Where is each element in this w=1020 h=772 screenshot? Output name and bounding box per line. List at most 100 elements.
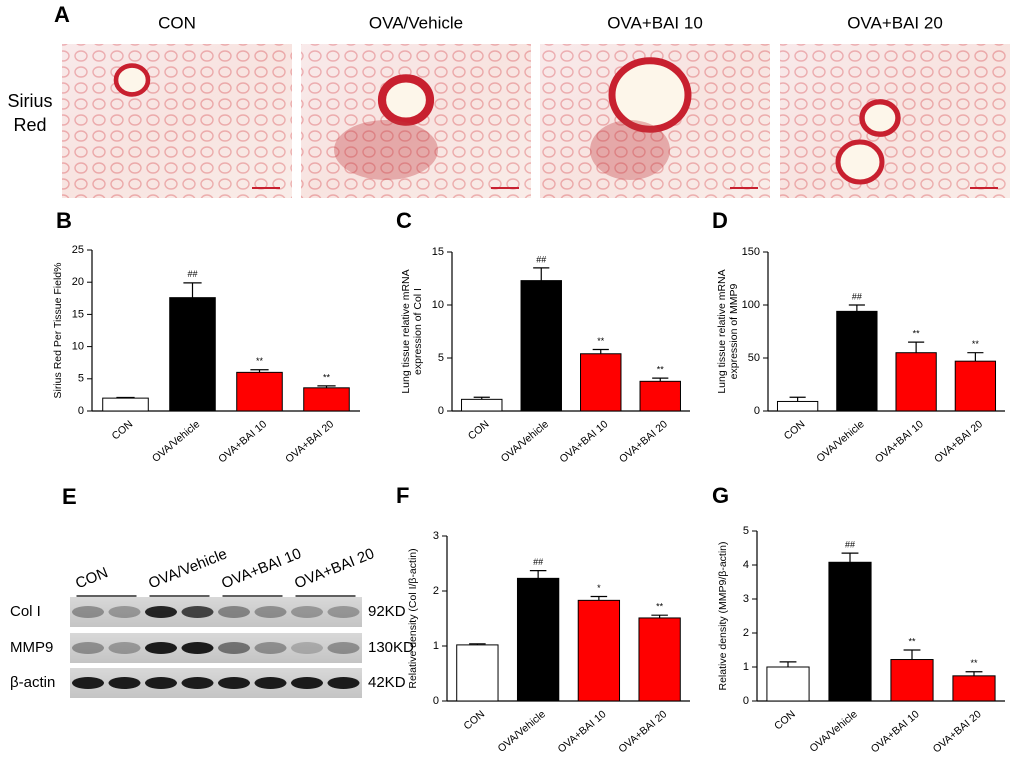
x-tick-label: CON [110, 418, 136, 442]
bar [520, 280, 562, 412]
bar [952, 675, 996, 702]
significance: ** [256, 356, 264, 366]
y-tick-label: 10 [72, 341, 84, 353]
bar [169, 297, 216, 412]
blot-strip [70, 597, 362, 627]
x-tick-label: OVA+BAI 10 [873, 418, 926, 465]
blot-strip [70, 633, 362, 663]
bar [766, 666, 810, 702]
y-tick-label: 0 [754, 405, 760, 417]
image-title: CON [158, 13, 196, 32]
band [254, 642, 287, 654]
airway [859, 99, 901, 137]
panel-label: E [62, 484, 77, 509]
y-axis-label: expression of Col I [412, 288, 424, 375]
x-tick-label: CON [466, 418, 492, 442]
image-title: OVA+BAI 10 [607, 13, 703, 32]
x-tick-label: OVA/Vehicle [496, 708, 548, 755]
band [291, 677, 323, 689]
significance: ## [845, 539, 855, 549]
y-tick-label: 0 [433, 695, 439, 707]
group-label: CON [73, 564, 110, 592]
significance: * [597, 583, 601, 593]
bar [639, 380, 681, 412]
y-axis-label: Relative density (Col I/β-actin) [407, 548, 419, 688]
bar [580, 353, 622, 412]
x-tick-label: CON [772, 708, 798, 732]
bar [577, 599, 621, 702]
panel-a: A Sirius Red [7, 2, 70, 135]
y-tick-label: 0 [743, 695, 749, 707]
band [72, 642, 104, 654]
airway [113, 63, 151, 97]
airway [835, 139, 885, 185]
group-label: OVA+BAI 10 [219, 545, 304, 592]
panel-label: B [56, 208, 72, 233]
band [327, 677, 360, 689]
bar [890, 659, 934, 702]
inflammation [334, 120, 438, 180]
y-tick-label: 100 [742, 299, 760, 311]
y-tick-label: 1 [743, 661, 749, 673]
x-tick-label: OVA+BAI 10 [556, 708, 609, 755]
bar [456, 644, 499, 702]
bar [836, 310, 878, 412]
panel-label: A [54, 2, 70, 27]
band-size: 130KD [368, 639, 414, 656]
x-tick-label: OVA+BAI 10 [869, 708, 922, 755]
y-tick-label: 4 [743, 559, 749, 571]
significance: ** [908, 636, 916, 646]
group-label: OVA+BAI 20 [292, 545, 377, 592]
band [218, 642, 250, 654]
x-tick-label: OVA+BAI 20 [283, 418, 336, 465]
y-tick-label: 5 [743, 525, 749, 537]
y-tick-label: 0 [438, 405, 444, 417]
bar [102, 397, 149, 412]
band [145, 606, 177, 618]
x-tick-label: OVA+BAI 10 [216, 418, 269, 465]
x-tick-label: OVA+BAI 20 [931, 708, 984, 755]
significance: ** [972, 339, 980, 349]
stain-label: Red [13, 115, 46, 135]
y-tick-label: 50 [748, 352, 760, 364]
band-name: β-actin [10, 674, 55, 691]
y-tick-label: 2 [743, 627, 749, 639]
y-tick-label: 25 [72, 244, 84, 256]
significance: ** [656, 602, 664, 612]
band [108, 606, 141, 618]
bar [776, 400, 819, 412]
bar [638, 617, 681, 702]
bar [516, 577, 560, 702]
band [291, 606, 323, 618]
bar [954, 360, 997, 412]
y-axis-label: Sirius Red Per Tissue Field% [52, 263, 64, 399]
significance: ** [913, 328, 921, 338]
x-tick-label: OVA/Vehicle [807, 708, 859, 755]
airway [608, 57, 692, 133]
bar [303, 387, 350, 412]
bar [828, 561, 872, 702]
significance: ## [536, 254, 546, 264]
x-tick-label: OVA/Vehicle [150, 418, 202, 465]
x-tick-label: CON [782, 418, 808, 442]
panel-label: G [712, 483, 729, 508]
band [72, 606, 104, 618]
inflammation [590, 120, 670, 180]
y-axis-label: Lung tissue relative mRNA [716, 269, 728, 393]
x-tick-label: OVA/Vehicle [814, 418, 866, 465]
band [254, 677, 287, 689]
bar [461, 398, 503, 412]
band [327, 642, 360, 654]
band [108, 642, 141, 654]
band [145, 677, 177, 689]
band [145, 642, 177, 654]
band [72, 677, 104, 689]
image-title: OVA+BAI 20 [847, 13, 943, 32]
significance: ** [323, 372, 331, 382]
significance: ## [533, 557, 543, 567]
band [181, 606, 214, 618]
significance: ## [852, 291, 862, 301]
y-tick-label: 0 [78, 405, 84, 417]
panel-label: D [712, 208, 728, 233]
